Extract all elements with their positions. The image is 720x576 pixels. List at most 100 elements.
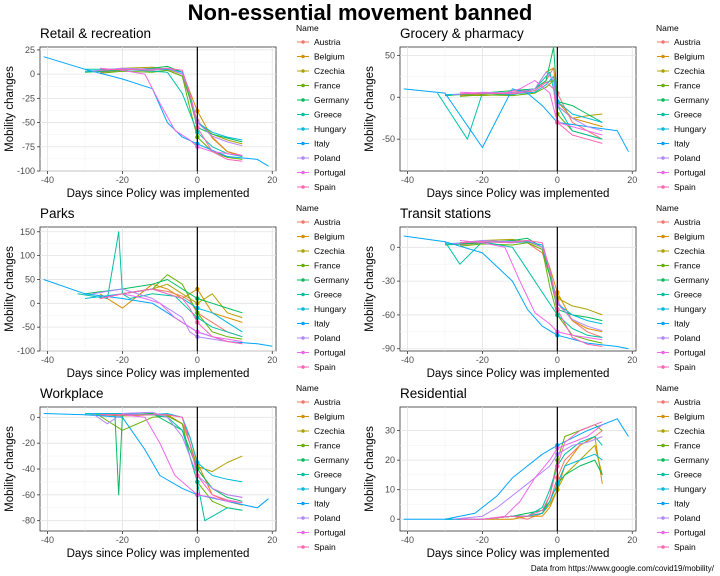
legend-label: Austria [314,217,341,227]
y-tick-label: 0 [390,514,395,524]
x-axis-label: Days since Policy was implemented [427,188,610,200]
legend-dot [301,414,305,419]
y-tick-label: -100 [17,166,35,176]
legend-label: Italy [674,319,690,329]
legend-key-austria: Austria [657,397,701,407]
legend-label: Czechia [674,426,705,436]
x-tick-label: 0 [195,355,200,365]
x-tick-label: -20 [476,535,489,545]
x-tick-label: 20 [627,535,637,545]
plot-area [399,406,637,532]
legend-key-hungary: Hungary [657,124,707,134]
legend-label: Greece [674,110,702,120]
legend-key-greece: Greece [297,290,342,300]
panel-title: Workplace [40,386,104,401]
series-line-spain [459,421,603,520]
y-tick-label: 0 [30,69,35,79]
series-line-greece [77,231,243,338]
legend: Name Austria Belgium Czechia France Germany Gr… [296,23,350,192]
legend-key-czechia: Czechia [657,426,705,436]
legend-key-poland: Poland [657,513,701,523]
series-line-spain [99,414,243,504]
legend-dot [661,127,665,131]
legend-label: Belgium [314,52,345,62]
x-tick-label: -20 [476,355,489,365]
legend-label: Portugal [674,348,706,358]
legend-label: France [314,81,341,91]
panel-title: Parks [40,206,75,221]
y-tick-label: -20 [22,438,35,448]
legend-key-austria: Austria [657,37,701,47]
chart-retail-recreation: Retail & recreation -40 -20 0 20 -100 -75 -50 -2… [4,23,350,200]
panel-title: Transit stations [400,206,491,221]
x-tick-label: -40 [401,355,414,365]
y-tick-label: -50 [382,134,395,144]
legend-dot [301,220,305,224]
x-tick-label: -40 [41,175,54,185]
legend-label: Poland [674,153,701,163]
legend-label: Germany [674,455,710,465]
legend-key-belgium: Belgium [657,52,705,62]
legend-key-belgium: Belgium [657,232,705,242]
legend-key-austria: Austria [657,217,701,227]
legend-dot [301,501,305,506]
y-axis-label: Mobility changes [364,426,376,512]
legend-dot [661,400,665,404]
x-tick-label: -40 [401,175,414,185]
series-line-germany [444,47,603,123]
y-tick-label: -60 [22,490,35,500]
legend-dot [661,220,665,224]
x-axis-label: Days since Policy was implemented [67,548,250,560]
legend-key-portugal: Portugal [657,348,706,358]
legend-label: Portugal [314,168,346,178]
legend-title: Name [296,383,319,393]
legend-dot [661,69,665,73]
legend-label: Greece [314,290,342,300]
series-line-portugal [99,293,243,342]
legend-label: Germany [314,455,350,465]
y-tick-label: 0 [30,298,35,308]
legend-dot [301,112,305,117]
legend: Name Austria Belgium Czechia France Germany Gr… [656,383,710,552]
series-line-greece [437,71,603,140]
legend-label: Hungary [674,484,707,494]
y-tick-label: -40 [22,464,35,474]
y-tick-label: 0 [390,242,395,252]
y-tick-label: 25 [25,45,35,55]
legend-dot [301,263,305,268]
legend-title: Name [296,203,319,213]
legend-key-italy: Italy [297,319,330,329]
legend-key-hungary: Hungary [297,484,347,494]
legend-key-italy: Italy [297,139,330,149]
y-tick-label: -100 [17,346,35,356]
y-axis-label: Mobility changes [364,66,376,152]
chart-parks: Parks -40 -20 0 20 -100 -50 0 50 100 150 Days since… [4,203,350,380]
series-line-portugal [99,67,243,156]
series-line-italy [403,235,629,350]
series-line-poland [92,67,243,147]
y-axis-label: Mobility changes [4,246,16,332]
x-tick-label: 0 [555,175,560,185]
legend-label: Hungary [314,304,347,314]
legend: Name Austria Belgium Czechia France Germany Gr… [656,203,710,372]
legend-key-france: France [297,81,341,91]
legend-label: Spain [674,362,696,372]
legend-key-france: France [297,441,341,451]
legend-dot [661,336,665,340]
legend-label: Belgium [314,232,345,242]
y-tick-label: -30 [382,276,395,286]
legend-key-spain: Spain [657,542,696,552]
legend-key-portugal: Portugal [297,528,346,538]
y-tick-label: 0 [30,412,35,422]
legend-dot [661,141,665,146]
legend-key-poland: Poland [297,153,341,163]
legend-label: Austria [314,37,341,47]
legend-dot [301,292,305,297]
legend-dot [301,321,305,326]
legend-dot [661,263,665,268]
x-tick-label: -40 [41,355,54,365]
legend-key-germany: Germany [297,95,350,105]
y-tick-label: -25 [22,93,35,103]
source-note: Data from https://www.google.com/covid19… [530,564,714,573]
series-line-hungary [85,413,243,483]
